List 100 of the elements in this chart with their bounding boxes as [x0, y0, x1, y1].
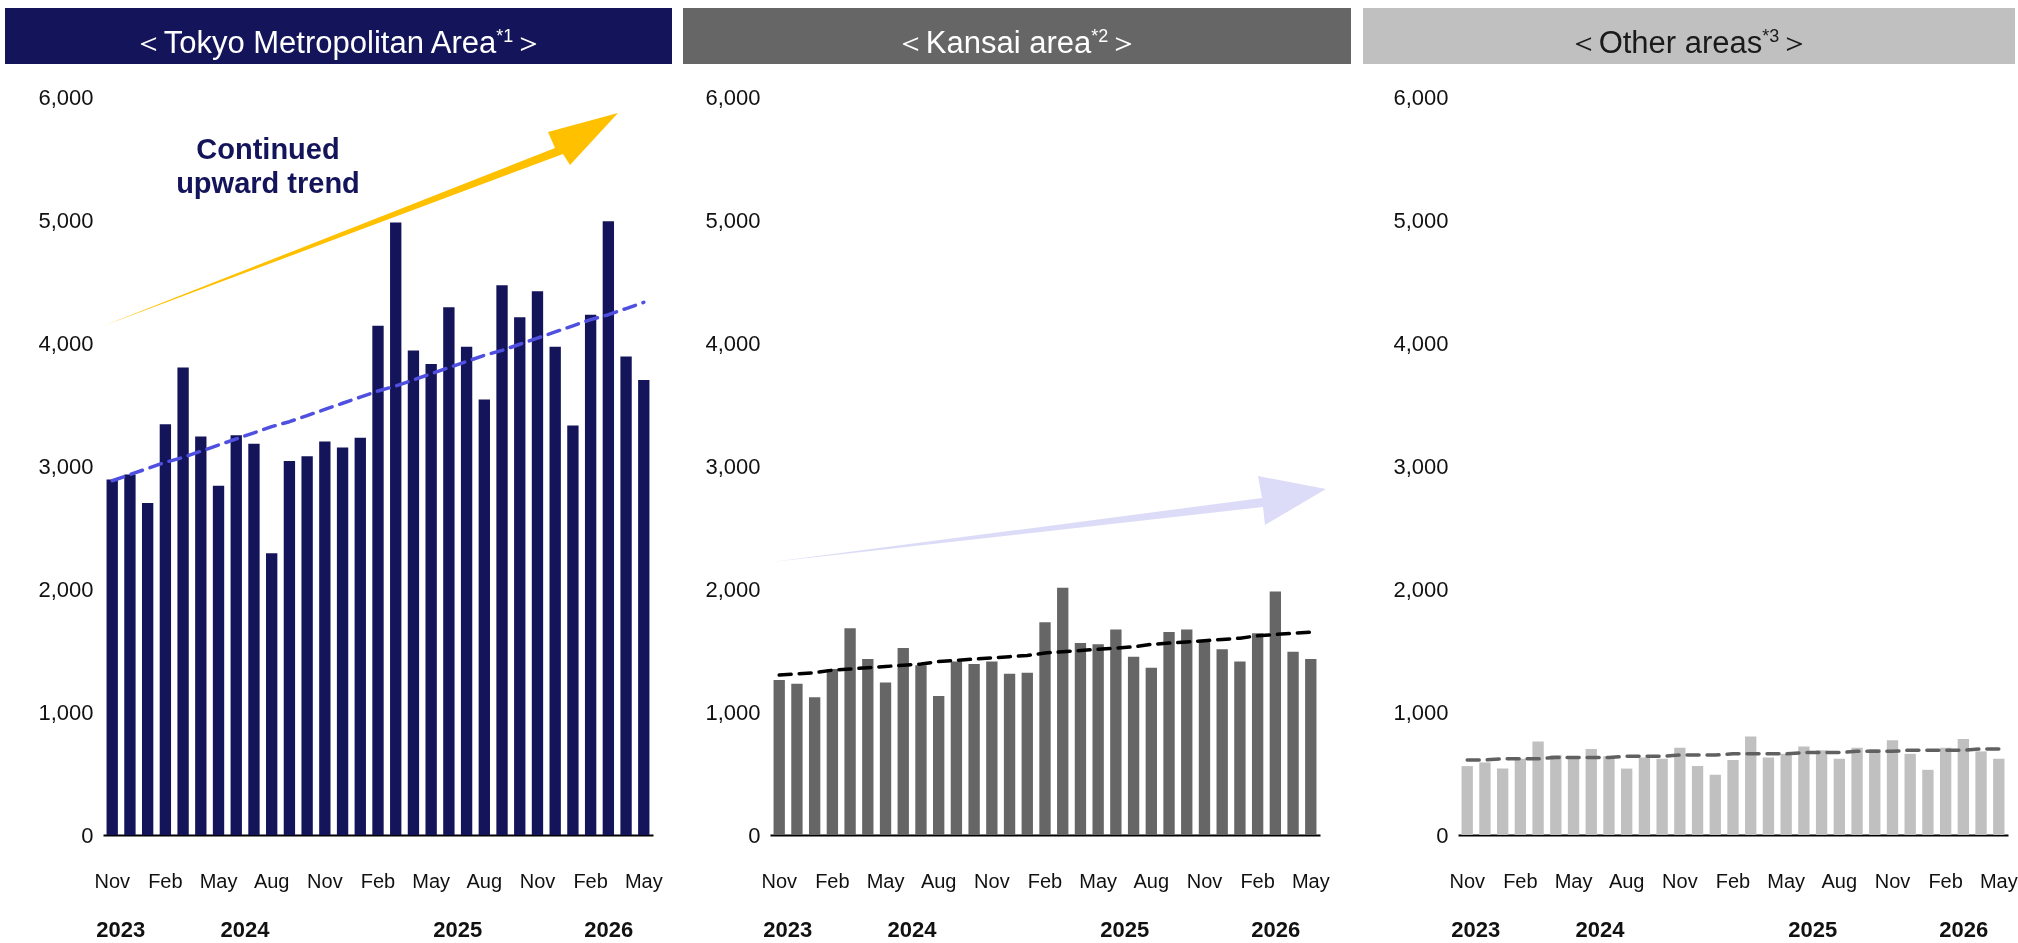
- text: 2025: [433, 917, 483, 942]
- bar: [1057, 587, 1069, 835]
- text: 2023: [763, 917, 813, 942]
- y-tick-label: 6,000: [1393, 84, 1449, 110]
- bar: [1993, 758, 2005, 835]
- bar: [933, 696, 945, 835]
- bar: [1163, 632, 1175, 835]
- chart-title: ＜Tokyo Metropolitan Area$^{*1}$＞: [5, 8, 672, 64]
- x-tick-label: May: [412, 869, 451, 892]
- x-tick-label: Feb: [1928, 869, 1963, 892]
- bar: [124, 474, 136, 835]
- bar: [968, 664, 980, 835]
- line-series: [110, 300, 646, 483]
- bar: [1514, 758, 1527, 835]
- bar: [1567, 758, 1580, 835]
- x-tick-label: Feb: [1715, 869, 1751, 892]
- bar: [1305, 659, 1317, 835]
- bar: [460, 346, 473, 835]
- annotation: Continued upward trend: [175, 132, 361, 200]
- bar: [106, 479, 118, 835]
- bar: [1234, 661, 1246, 835]
- y-tick-label: 2,000: [1393, 576, 1449, 602]
- bar: [1886, 740, 1899, 835]
- bar: [1269, 591, 1282, 835]
- x-tick-label: May: [1291, 869, 1330, 892]
- bar: [1691, 766, 1704, 835]
- bar: [1939, 747, 1952, 835]
- line-series: [777, 630, 1313, 677]
- text: 2026: [584, 917, 634, 942]
- bar: [1762, 757, 1775, 835]
- bar: [1745, 736, 1757, 835]
- y-tick-label: 0: [1436, 822, 1449, 848]
- x-tick-label: Feb: [573, 869, 608, 892]
- bar: [283, 461, 296, 835]
- x-tick-label: Feb: [1240, 869, 1275, 892]
- bar: [1021, 672, 1033, 835]
- y-tick-label: 1,000: [1393, 699, 1449, 725]
- bar: [1216, 649, 1228, 835]
- text: 2023: [1451, 917, 1501, 942]
- bar: [195, 436, 207, 835]
- bar: [336, 447, 349, 835]
- x-tick-label: Nov: [974, 869, 1010, 892]
- x-tick-label: Nov: [1186, 869, 1223, 892]
- y-tick-label: 3,000: [705, 453, 761, 479]
- bar: [1550, 755, 1562, 835]
- bar: [1727, 759, 1739, 835]
- text: 2024: [1575, 917, 1626, 942]
- y-tick-label: 1,000: [705, 699, 761, 725]
- bar: [897, 648, 909, 835]
- bar: [950, 661, 963, 835]
- x-tick-label: Aug: [253, 869, 290, 892]
- bar: [567, 425, 579, 835]
- x-tick-label: May: [199, 869, 238, 892]
- x-tick-label: Aug: [1133, 869, 1170, 892]
- bar: [1621, 768, 1633, 835]
- x-tick-label: Nov: [1662, 869, 1698, 892]
- x-tick-label: Nov: [1874, 869, 1911, 892]
- bar: [1975, 751, 1987, 835]
- bar: [1869, 748, 1881, 835]
- bar: [549, 346, 561, 835]
- bar: [248, 443, 260, 835]
- x-tick-label: Nov: [307, 869, 343, 892]
- bar: [844, 628, 856, 835]
- x-tick-label: Nov: [761, 869, 797, 892]
- bar: [1904, 753, 1916, 835]
- bar: [862, 659, 874, 835]
- x-tick-label: Nov: [519, 869, 556, 892]
- bar: [1198, 640, 1211, 835]
- bar: [1709, 774, 1721, 835]
- bar: [826, 668, 839, 835]
- bar: [602, 221, 615, 835]
- bar: [372, 325, 384, 835]
- x-tick-label: Feb: [1503, 869, 1538, 892]
- bar: [1603, 756, 1615, 835]
- bar: [1003, 673, 1016, 835]
- bar: [443, 307, 455, 835]
- x-tick-label: Aug: [1608, 869, 1645, 892]
- y-tick-label: 6,000: [705, 84, 761, 110]
- text: 2024: [220, 917, 271, 942]
- x-tick-label: Aug: [920, 869, 957, 892]
- bar: [319, 441, 331, 835]
- bar: [915, 665, 927, 835]
- x-tick-label: May: [1079, 869, 1118, 892]
- bar: [1496, 768, 1509, 835]
- bar: [1251, 633, 1264, 835]
- x-tick-label: May: [624, 869, 663, 892]
- y-tick-label: 3,000: [1393, 453, 1449, 479]
- x-tick-label: May: [866, 869, 905, 892]
- bar: [584, 314, 597, 835]
- bar: [1461, 766, 1473, 835]
- chart-title: ＜Other areas$^{*3}$＞: [1363, 8, 2015, 64]
- y-tick-label: 2,000: [38, 576, 94, 602]
- bar: [1957, 739, 1970, 835]
- bar: [141, 502, 154, 835]
- y-tick-label: 3,000: [38, 453, 94, 479]
- bar: [1039, 622, 1051, 835]
- bar: [1110, 629, 1122, 835]
- bar: [1287, 651, 1299, 835]
- bar: [808, 697, 821, 835]
- text: 2026: [1251, 917, 1301, 942]
